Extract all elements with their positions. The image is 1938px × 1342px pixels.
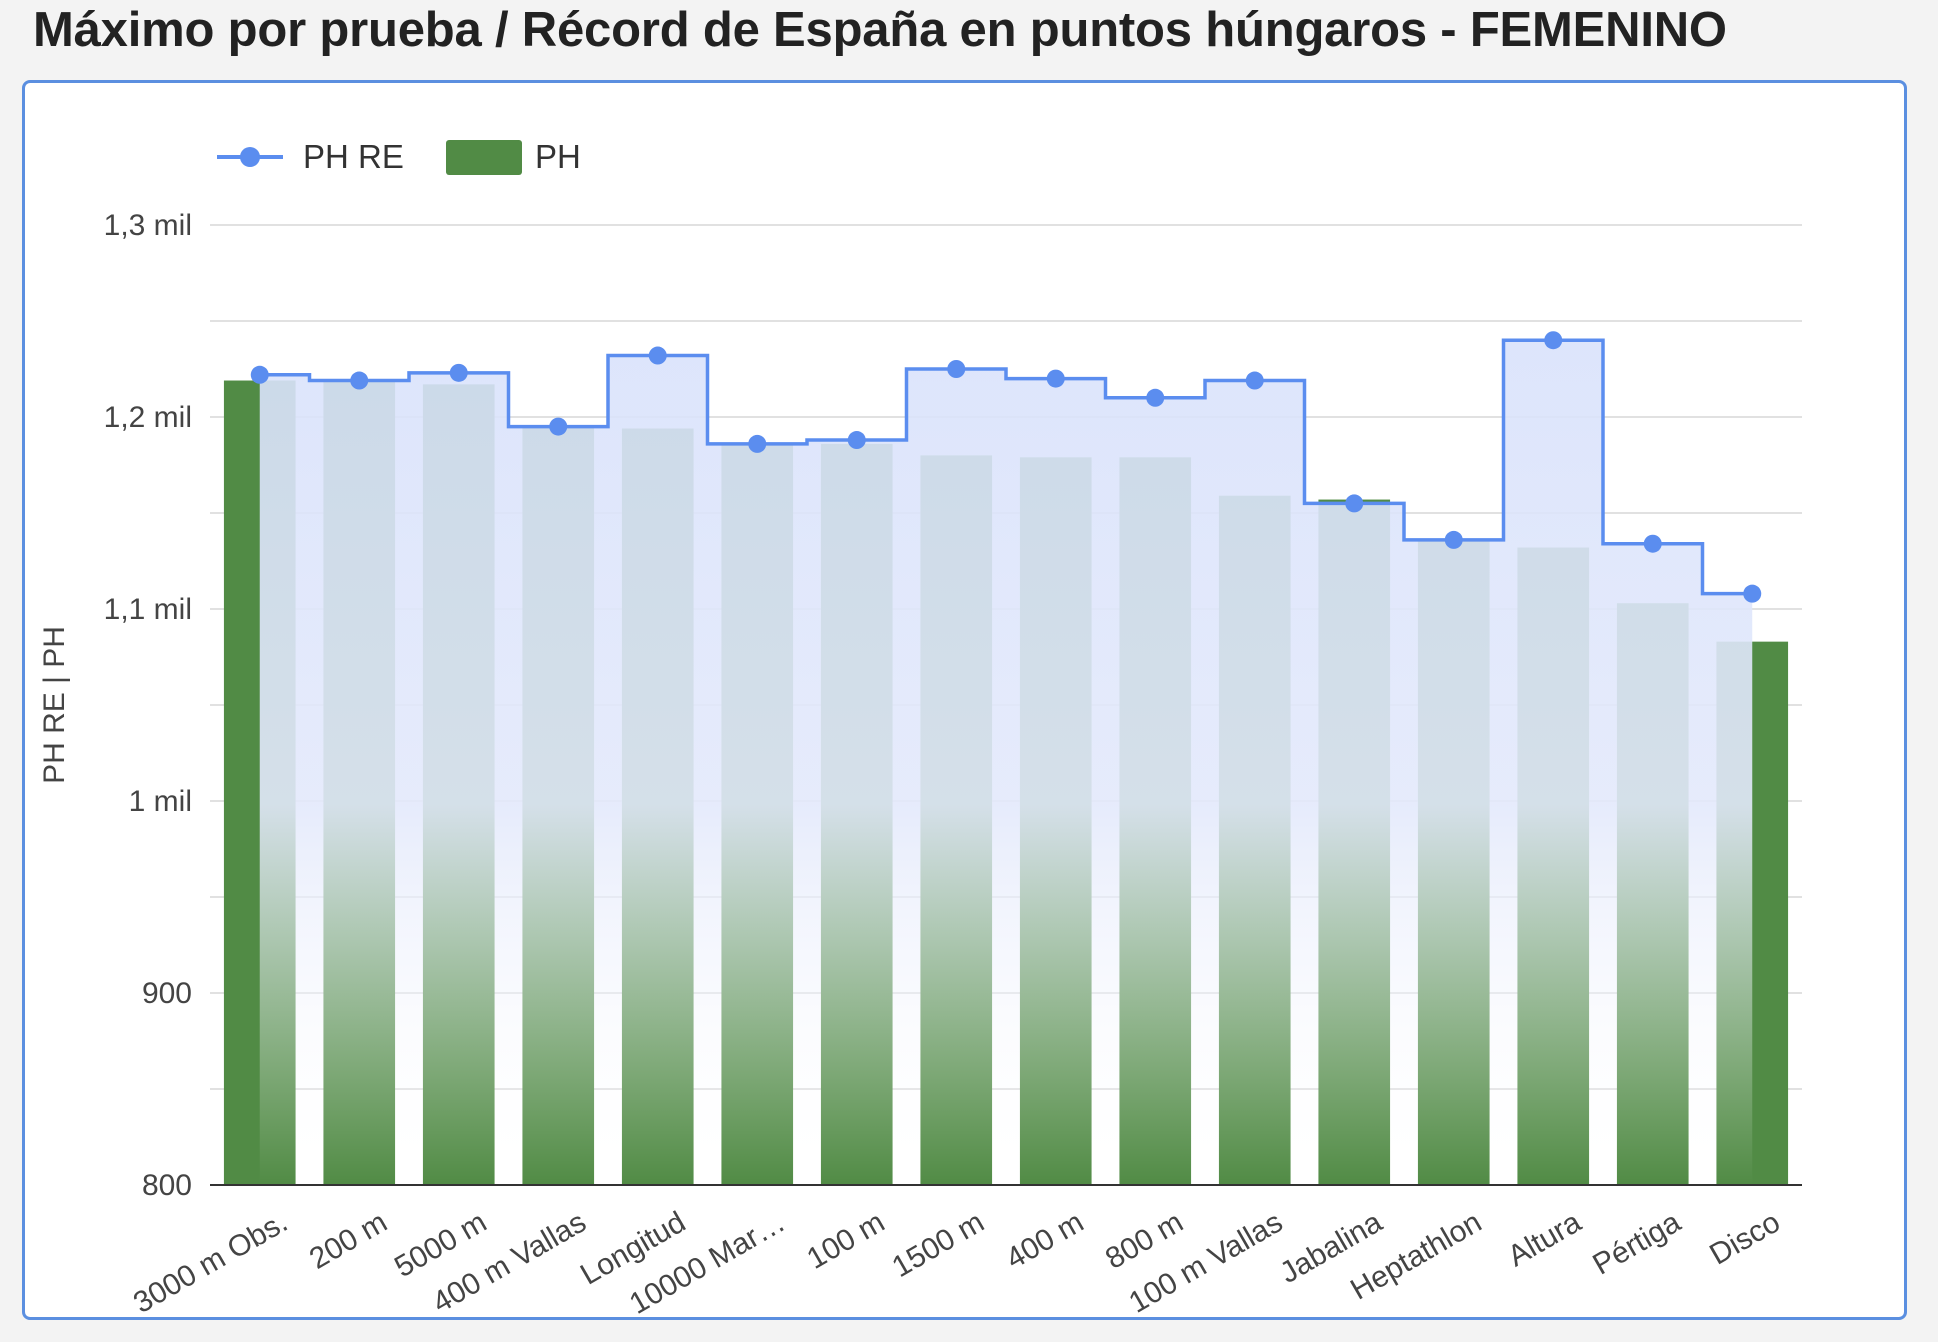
x-tick-label: 3000 m Obs. <box>128 1205 293 1319</box>
y-tick-label: 900 <box>142 977 192 1010</box>
y-axis-label: PH RE | PH <box>38 626 71 784</box>
data-point[interactable] <box>847 431 866 450</box>
data-point[interactable] <box>1046 369 1065 388</box>
page-title: Máximo por prueba / Récord de España en … <box>33 3 1727 57</box>
data-point[interactable] <box>350 371 369 390</box>
point-series <box>250 331 1762 603</box>
data-point[interactable] <box>1643 534 1662 553</box>
data-point[interactable] <box>1743 584 1762 603</box>
legend: PH RE PH <box>217 138 581 175</box>
legend-point-swatch <box>240 147 260 167</box>
data-point[interactable] <box>449 363 468 382</box>
y-tick-label: 1,3 mil <box>104 209 192 242</box>
chart-svg: 800 900 1 mil 1,1 mil 1,2 mil 1,3 mil 3000 m … <box>38 138 1802 1319</box>
y-tick-label: 1,2 mil <box>104 401 192 434</box>
y-tick-label: 1,1 mil <box>104 593 192 626</box>
x-tick-label: 1500 m <box>887 1205 990 1284</box>
data-point[interactable] <box>250 365 269 384</box>
y-tick-labels: 800 900 1 mil 1,1 mil 1,2 mil 1,3 mil <box>104 209 192 1202</box>
data-point[interactable] <box>1544 331 1563 350</box>
area-series <box>259 340 1753 1185</box>
data-point[interactable] <box>549 417 568 436</box>
data-point[interactable] <box>1444 530 1463 549</box>
x-tick-label: 100 m <box>802 1205 891 1275</box>
y-tick-label: 1 mil <box>129 785 192 818</box>
line-series <box>259 338 1753 596</box>
legend-label-ph-re: PH RE <box>303 138 404 175</box>
y-tick-label: 800 <box>142 1169 192 1202</box>
data-point[interactable] <box>648 346 667 365</box>
chart-container: 800 900 1 mil 1,1 mil 1,2 mil 1,3 mil 3000 m … <box>22 80 1907 1320</box>
series-line <box>259 338 1753 596</box>
legend-item-ph[interactable]: PH <box>446 138 581 175</box>
legend-label-ph: PH <box>535 138 581 175</box>
legend-item-ph-re[interactable]: PH RE <box>217 138 404 175</box>
data-point[interactable] <box>947 360 966 378</box>
area-fill <box>259 340 1753 1185</box>
data-point[interactable] <box>748 434 767 453</box>
data-point[interactable] <box>1345 494 1364 513</box>
x-tick-label: 400 m <box>1001 1205 1090 1275</box>
data-point[interactable] <box>1245 371 1264 390</box>
x-tick-label: 200 m <box>304 1205 393 1275</box>
legend-bar-swatch <box>446 140 522 175</box>
x-tick-label: Disco <box>1704 1205 1785 1271</box>
x-tick-label: Pértiga <box>1587 1205 1686 1281</box>
data-point[interactable] <box>1146 388 1165 407</box>
x-tick-label: Altura <box>1502 1205 1587 1273</box>
